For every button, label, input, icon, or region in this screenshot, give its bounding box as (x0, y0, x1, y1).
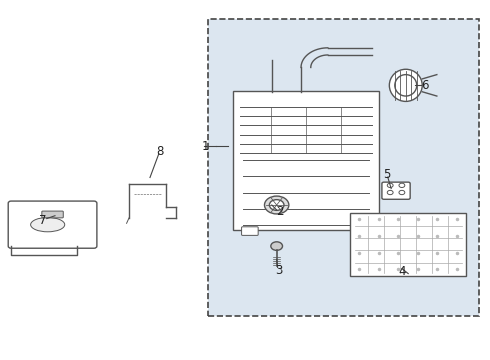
Ellipse shape (30, 217, 65, 232)
FancyBboxPatch shape (233, 91, 379, 230)
Text: 4: 4 (398, 265, 406, 278)
Text: 7: 7 (39, 213, 47, 226)
Text: 3: 3 (275, 264, 282, 277)
Circle shape (387, 183, 393, 188)
FancyBboxPatch shape (208, 19, 479, 316)
Circle shape (265, 196, 289, 214)
Text: 6: 6 (421, 79, 429, 92)
Text: 8: 8 (156, 145, 164, 158)
Text: 1: 1 (201, 140, 209, 153)
FancyBboxPatch shape (242, 227, 258, 235)
Circle shape (387, 190, 393, 195)
FancyBboxPatch shape (8, 201, 97, 248)
FancyBboxPatch shape (350, 212, 466, 276)
FancyBboxPatch shape (354, 227, 370, 235)
Circle shape (271, 242, 283, 250)
Text: 5: 5 (384, 168, 391, 181)
Text: 2: 2 (276, 205, 284, 218)
FancyBboxPatch shape (42, 211, 63, 218)
Circle shape (399, 183, 405, 188)
Circle shape (270, 200, 284, 210)
Ellipse shape (390, 69, 422, 102)
FancyBboxPatch shape (382, 182, 410, 199)
Ellipse shape (395, 75, 417, 96)
Circle shape (399, 190, 405, 195)
